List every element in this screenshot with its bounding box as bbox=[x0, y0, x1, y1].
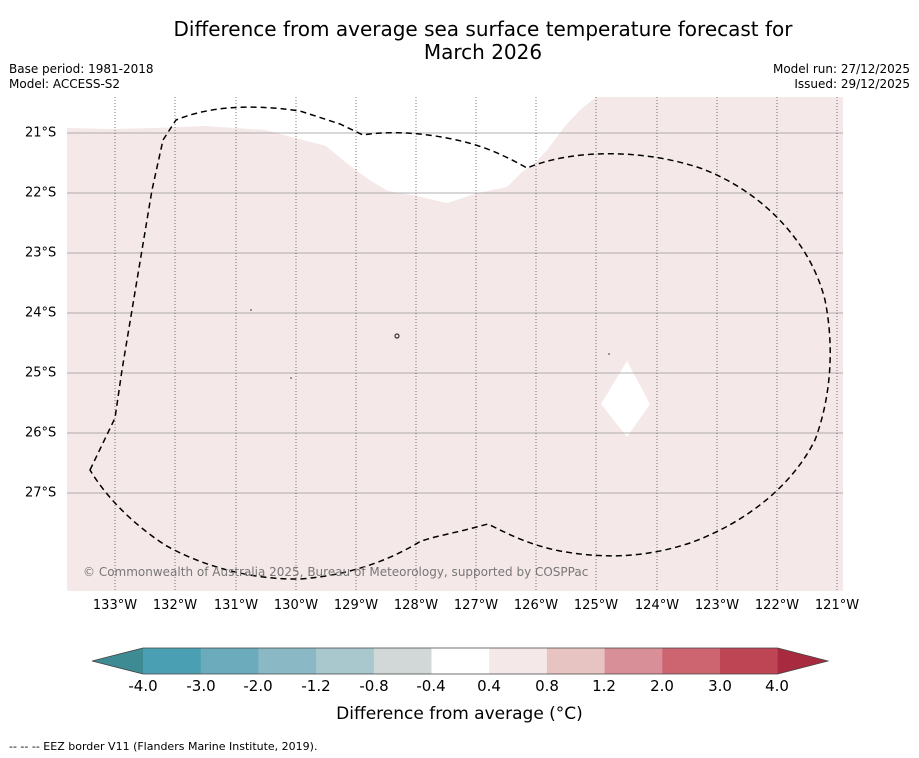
island-marker bbox=[608, 353, 610, 355]
lat-label: 26°S bbox=[25, 425, 57, 441]
issued-date: Issued: 29/12/2025 bbox=[794, 77, 910, 91]
longitude-gridlines bbox=[114, 97, 838, 591]
map-title: Difference from average sea surface temp… bbox=[0, 18, 919, 64]
colorbar-tick-label: -2.0 bbox=[243, 677, 273, 695]
lat-label: 22°S bbox=[25, 185, 57, 201]
metadata-right: Model run: 27/12/2025 Issued: 29/12/2025 bbox=[773, 62, 910, 92]
lon-label: 132°W bbox=[152, 598, 198, 613]
colorbar-tick-label: -0.8 bbox=[359, 677, 389, 695]
map-title-line2: March 2026 bbox=[423, 40, 543, 64]
model-name: Model: ACCESS-S2 bbox=[9, 77, 121, 91]
model-run: Model run: 27/12/2025 bbox=[772, 62, 910, 76]
colorbar-tick-label: 3.0 bbox=[708, 677, 732, 695]
lat-label: 25°S bbox=[25, 365, 57, 381]
lon-label: 127°W bbox=[453, 598, 499, 613]
lon-label: 123°W bbox=[694, 598, 740, 613]
lon-label: 130°W bbox=[273, 598, 319, 613]
lon-label: 125°W bbox=[573, 598, 619, 613]
neutral-anomaly-patch bbox=[601, 361, 650, 437]
eez-border bbox=[89, 106, 831, 580]
metadata-left: Base period: 1981-2018 Model: ACCESS-S2 bbox=[9, 62, 154, 92]
lon-label: 122°W bbox=[754, 598, 800, 613]
lat-label: 27°S bbox=[25, 485, 57, 501]
colorbar-tick-label: -3.0 bbox=[186, 677, 216, 695]
base-period: Base period: 1981-2018 bbox=[9, 62, 154, 76]
lat-label: 24°S bbox=[25, 305, 57, 321]
lon-label: 128°W bbox=[393, 598, 439, 613]
lon-label: 133°W bbox=[92, 598, 138, 613]
lon-label: 129°W bbox=[333, 598, 379, 613]
eez-footnote: -- -- -- EEZ border V11 (Flanders Marine… bbox=[9, 740, 318, 753]
lon-label: 124°W bbox=[634, 598, 680, 613]
island-marker bbox=[290, 377, 292, 379]
colorbar-tick-label: 2.0 bbox=[650, 677, 674, 695]
island-marker bbox=[250, 309, 252, 311]
copyright-credit: © Commonwealth of Australia 2025, Bureau… bbox=[83, 565, 589, 579]
neutral-anomaly-region bbox=[67, 97, 596, 203]
lat-label: 21°S bbox=[25, 125, 57, 141]
lon-label: 131°W bbox=[213, 598, 259, 613]
island-marker bbox=[394, 333, 400, 339]
lon-label: 121°W bbox=[814, 598, 860, 613]
lat-label: 23°S bbox=[25, 245, 57, 261]
colorbar-title: Difference from average (°C) bbox=[336, 704, 583, 724]
map-title-line1: Difference from average sea surface temp… bbox=[173, 17, 793, 41]
lon-label: 126°W bbox=[513, 598, 559, 613]
colorbar-tick-label: 0.8 bbox=[535, 677, 559, 695]
latitude-gridlines bbox=[67, 132, 843, 494]
colorbar-tick-label: 0.4 bbox=[477, 677, 501, 695]
colorbar-tick-label: -1.2 bbox=[301, 677, 331, 695]
colorbar-tick-label: 1.2 bbox=[592, 677, 616, 695]
colorbar-tick-label: -4.0 bbox=[128, 677, 158, 695]
colorbar-tick-label: 4.0 bbox=[765, 677, 789, 695]
colorbar-tick-label: -0.4 bbox=[416, 677, 446, 695]
